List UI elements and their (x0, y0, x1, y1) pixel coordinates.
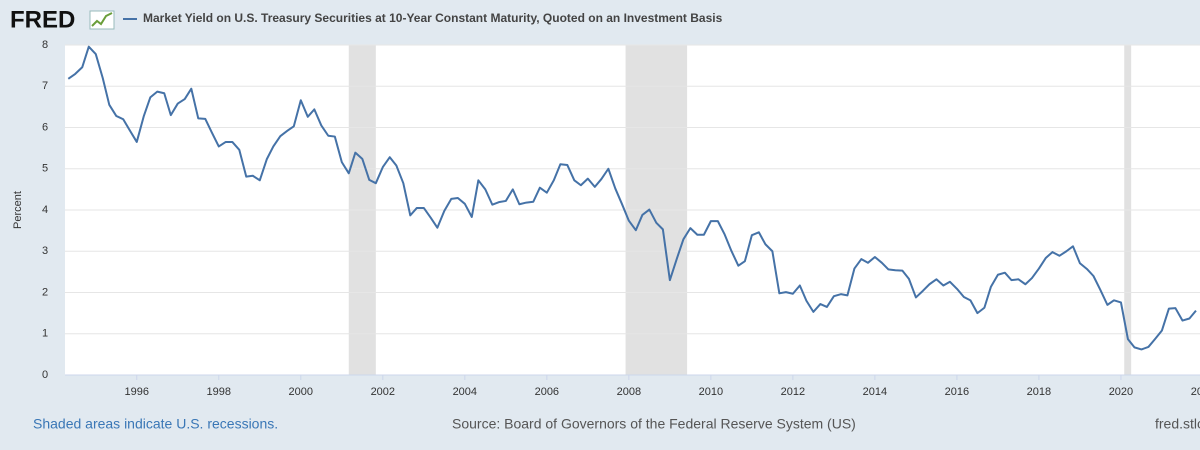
y-tick-label: 4 (42, 204, 48, 216)
x-tick-label: 2020 (1109, 386, 1133, 398)
y-axis-label: Percent (12, 191, 24, 229)
x-tick-label: 2012 (781, 386, 805, 398)
x-tick-label: 2014 (863, 386, 887, 398)
x-tick-label: 1998 (207, 386, 231, 398)
y-tick-label: 2 (42, 286, 48, 298)
source: Source: Board of Governors of the Federa… (452, 416, 856, 432)
x-tick-label: 2010 (699, 386, 723, 398)
y-tick-label: 7 (42, 80, 48, 92)
x-tick-label: 2002 (371, 386, 395, 398)
site[interactable]: fred.stlouisfed.org (1155, 416, 1200, 432)
y-tick-label: 0 (42, 369, 48, 381)
x-tick-label: 2018 (1027, 386, 1051, 398)
x-tick-label: 2016 (945, 386, 969, 398)
x-tick-label: 2022 (1191, 386, 1200, 398)
logo: FRED (10, 6, 75, 33)
legend-label: Market Yield on U.S. Treasury Securities… (143, 11, 723, 25)
logo-icon (89, 10, 115, 30)
recession-note[interactable]: Shaded areas indicate U.S. recessions. (33, 416, 278, 432)
y-tick-label: 6 (42, 121, 48, 133)
x-tick-label: 1996 (125, 386, 149, 398)
y-tick-label: 1 (42, 328, 48, 340)
x-tick-label: 2004 (453, 386, 477, 398)
x-tick-label: 2008 (617, 386, 641, 398)
y-tick-label: 3 (42, 245, 48, 257)
x-tick-label: 2000 (289, 386, 313, 398)
series-line (67, 45, 1197, 351)
x-tick-label: 2006 (535, 386, 559, 398)
y-tick-label: 5 (42, 163, 48, 175)
y-tick-label: 8 (42, 39, 48, 51)
